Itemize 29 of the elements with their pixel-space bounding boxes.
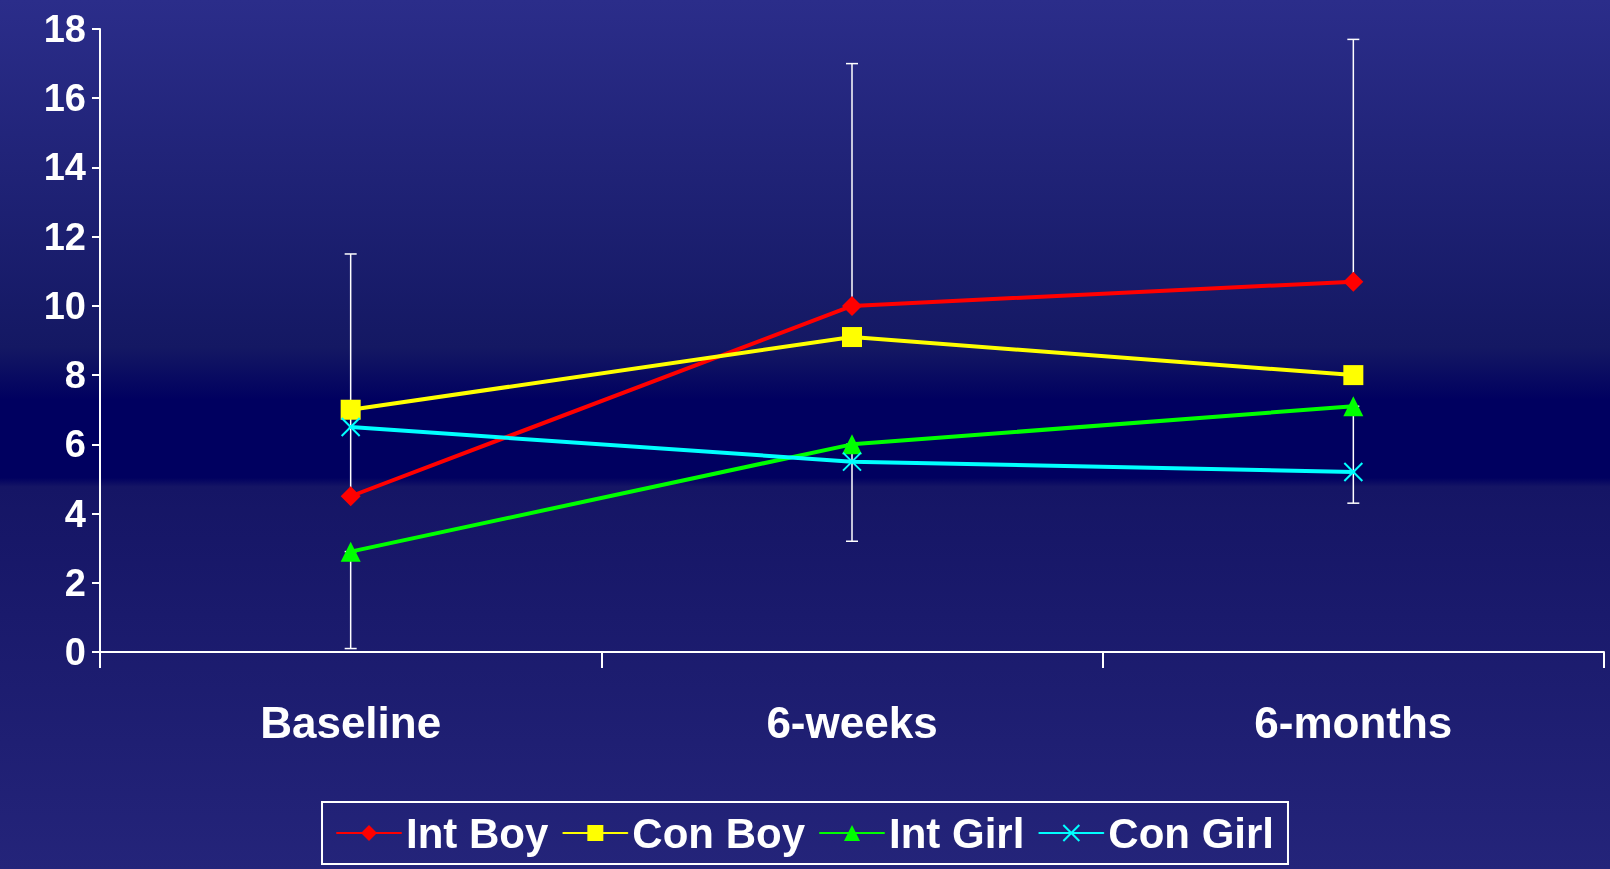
x-tick-label: 6-weeks: [766, 697, 938, 747]
y-tick-label: 16: [43, 77, 86, 120]
legend-label: Con Girl: [1108, 809, 1274, 857]
x-tick-label: Baseline: [260, 697, 442, 747]
point: [340, 417, 361, 438]
point: [340, 541, 361, 562]
point: [1343, 462, 1364, 483]
point: [340, 486, 361, 507]
point: [842, 434, 862, 455]
y-tick-label: 14: [43, 146, 86, 189]
point: [1343, 396, 1364, 417]
point: [842, 327, 862, 348]
point: [340, 399, 361, 420]
x-tick-label: 6-months: [1254, 697, 1453, 747]
y-tick-label: 0: [64, 631, 86, 673]
y-tick-label: 2: [64, 561, 86, 604]
y-tick-label: 6: [64, 423, 86, 466]
point: [842, 295, 862, 316]
y-tick-label: 18: [43, 8, 86, 50]
point: [1343, 365, 1364, 386]
y-tick-label: 4: [64, 492, 86, 535]
legend-label: Int Boy: [406, 809, 549, 857]
y-tick-label: 8: [64, 354, 86, 397]
point: [842, 451, 862, 472]
legend-label: Con Boy: [632, 809, 806, 857]
y-tick-label: 12: [43, 215, 86, 258]
legend-label: Int Girl: [888, 809, 1025, 857]
y-tick-label: 10: [43, 284, 86, 327]
point: [1343, 271, 1364, 292]
